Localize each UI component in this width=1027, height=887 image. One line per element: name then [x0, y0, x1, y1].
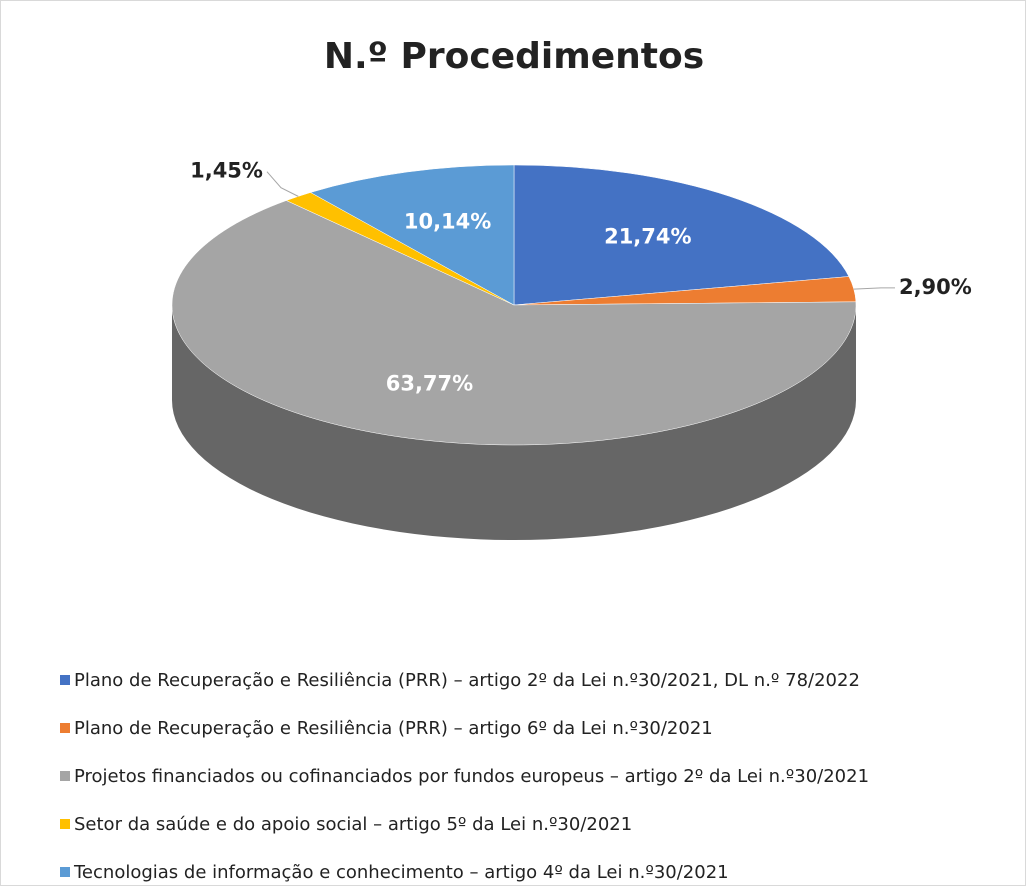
legend-label: Plano de Recuperação e Resiliência (PRR)… — [74, 717, 713, 739]
legend-item: Setor da saúde e do apoio social – artig… — [60, 800, 1010, 848]
legend-label: Projetos financiados ou cofinanciados po… — [74, 765, 870, 787]
legend-label: Setor da saúde e do apoio social – artig… — [74, 813, 633, 835]
slice — [309, 164, 515, 306]
legend-label: Tecnologias de informação e conhecimento… — [74, 861, 729, 883]
legend-item: Plano de Recuperação e Resiliência (PRR)… — [60, 704, 1010, 752]
legend-swatch — [60, 771, 70, 781]
legend-item: Tecnologias de informação e conhecimento… — [60, 848, 1010, 887]
data-label: 1,45% — [190, 159, 263, 183]
data-label: 63,77% — [386, 372, 473, 396]
data-label: 2,90% — [899, 275, 972, 299]
legend-item: Projetos financiados ou cofinanciados po… — [60, 752, 1010, 800]
legend-swatch — [60, 675, 70, 685]
data-label: 21,74% — [604, 225, 691, 249]
legend: Plano de Recuperação e Resiliência (PRR)… — [60, 656, 1010, 887]
leader-line — [853, 287, 895, 290]
legend-swatch — [60, 723, 70, 733]
legend-swatch — [60, 867, 70, 877]
legend-label: Plano de Recuperação e Resiliência (PRR)… — [74, 669, 860, 691]
leader-line — [266, 171, 299, 197]
slice — [171, 200, 857, 446]
legend-item: Plano de Recuperação e Resiliência (PRR)… — [60, 656, 1010, 704]
chart-title: N.º Procedimentos — [324, 36, 704, 77]
legend-swatch — [60, 819, 70, 829]
data-label: 10,14% — [404, 210, 491, 234]
slice-side — [172, 305, 856, 540]
slice — [513, 164, 850, 306]
